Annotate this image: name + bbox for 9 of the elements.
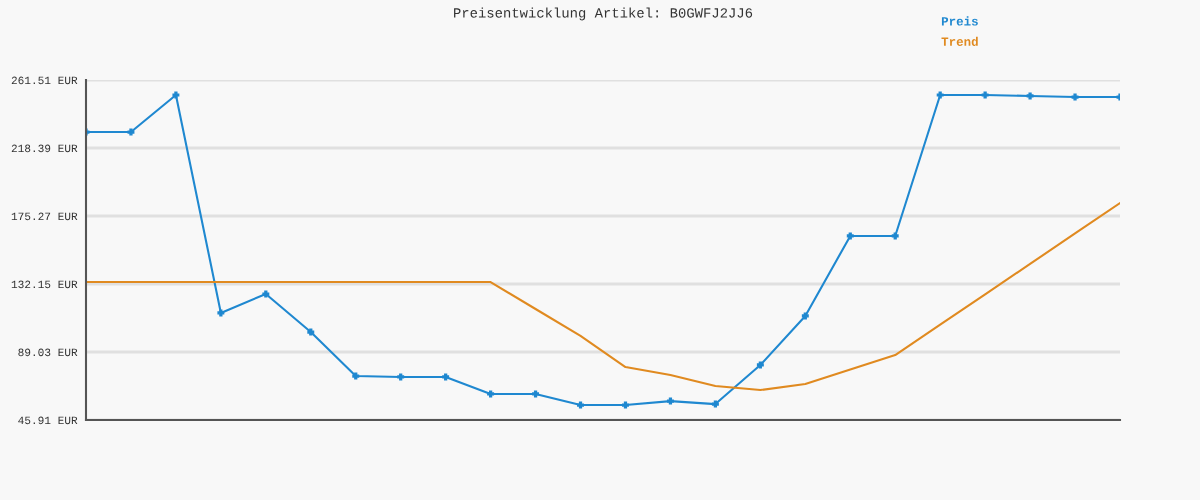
chart-title: Preisentwicklung Artikel: B0GWFJ2JJ6 (454, 7, 753, 21)
text: Preis (941, 16, 978, 26)
y-tick-label: 132.15 EUR (11, 280, 78, 289)
text: Trend (941, 36, 978, 46)
y-tick-label: 175.27 EUR (11, 212, 78, 221)
y-tick-label: 261.51 EUR (11, 76, 78, 85)
y-tick-label: 89.03 EUR (18, 348, 78, 357)
y-tick-label: 45.91 EUR (18, 416, 78, 425)
y-tick-label: 218.39 EUR (11, 144, 78, 153)
